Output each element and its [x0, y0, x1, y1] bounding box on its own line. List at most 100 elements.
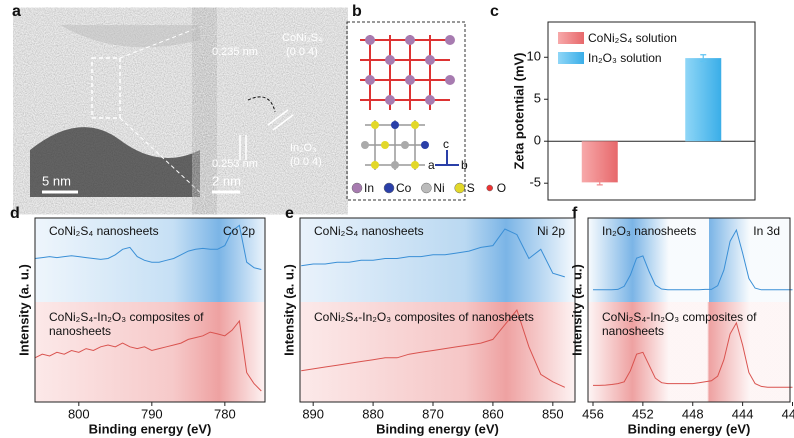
panel-label: c: [490, 3, 499, 20]
plot-frame: [299, 217, 576, 403]
legend-label: In: [364, 181, 374, 195]
legend-label: In₂O₃ solution: [588, 51, 662, 65]
series-label: CoNi₂S₄-In₂O₃ composites of nanosheets: [602, 310, 757, 338]
x-tick-label: 800: [68, 406, 90, 421]
legend-label: CoNi₂S₄ solution: [588, 31, 677, 45]
spectrum-line: [593, 321, 793, 388]
legend-swatch: [558, 32, 584, 44]
axis-label: b: [461, 158, 468, 172]
legend-swatch: [421, 182, 432, 194]
atom: [445, 35, 455, 45]
atom: [385, 55, 395, 65]
x-tick-label: 444: [732, 406, 754, 421]
panel-label: d: [10, 205, 20, 222]
legend-label: Co: [396, 181, 412, 195]
plot-frame: [34, 217, 266, 403]
x-tick-label: 456: [582, 406, 604, 421]
atom: [391, 121, 399, 129]
atom: [391, 161, 399, 169]
structure-box: [346, 21, 466, 201]
atom: [365, 35, 375, 45]
atom: [425, 95, 435, 105]
x-tick-label: 790: [141, 406, 163, 421]
atom: [425, 55, 435, 65]
structure-bottom: [361, 120, 429, 170]
y-tick-label: 0: [534, 133, 541, 148]
lattice-marks: [239, 109, 294, 160]
structure-top: [360, 35, 455, 110]
atom: [445, 75, 455, 85]
y-axis-label: Intensity (a. u.): [281, 264, 296, 356]
series-label: CoNi₂S₄-In₂O₃ composites of nanosheets: [49, 310, 204, 338]
y-tick-label: 5: [534, 91, 541, 106]
background-band: [35, 302, 265, 402]
legend-swatch: [558, 52, 584, 64]
error-bar: [596, 179, 603, 186]
x-axis-label: Binding energy (eV): [89, 421, 212, 436]
zoom-line: [119, 24, 206, 59]
atom: [405, 35, 415, 45]
tem-light-region: [60, 25, 200, 48]
legend-label: Ni: [433, 181, 444, 195]
annotation: (0 0 4): [290, 156, 322, 168]
series-label: In₂O₃ nanosheets: [602, 224, 697, 238]
series-label: CoNi₂S₄ nanosheets: [49, 224, 159, 238]
x-tick-label: 780: [214, 406, 236, 421]
axis-label: c: [443, 137, 449, 151]
bar: [685, 58, 722, 142]
tem-dark-region: [30, 127, 200, 197]
series-label: CoNi₂S₄ nanosheets: [314, 224, 424, 238]
panel-label: e: [285, 205, 294, 222]
series-label: CoNi₂S₄-In₂O₃ composites of nanosheets: [314, 310, 534, 324]
plot-frame: [587, 217, 791, 403]
atom: [411, 161, 419, 169]
spectrum-line: [301, 308, 566, 388]
atom: [365, 75, 375, 85]
background-band: [300, 302, 575, 402]
y-tick-label: -5: [529, 175, 541, 190]
scale-label: 5 nm: [42, 173, 71, 188]
interface: [247, 96, 276, 113]
annotation: 0.253 nm: [212, 158, 258, 170]
spectrum-line: [34, 224, 262, 270]
atom: [361, 141, 369, 149]
panel-label: a: [12, 3, 21, 20]
spectrum-line: [593, 228, 793, 291]
axis-arrows: [435, 150, 459, 166]
y-axis-label: Intensity (a. u.): [16, 264, 31, 356]
legend-label: O: [497, 181, 506, 195]
y-axis-label: Zeta potential (mV): [511, 52, 526, 169]
x-tick-label: 890: [302, 406, 324, 421]
x-tick-label: 870: [422, 406, 444, 421]
atom: [371, 121, 379, 129]
background-band: [35, 218, 265, 302]
atom: [385, 95, 395, 105]
legend-swatch: [454, 182, 465, 194]
background-band: [300, 218, 575, 302]
bar: [581, 141, 618, 183]
annotation: (0 0 4): [286, 46, 318, 58]
x-tick-label: 850: [542, 406, 564, 421]
annotation: 0.235 nm: [212, 46, 258, 58]
error-bar: [700, 54, 707, 63]
legend-swatch: [351, 182, 363, 194]
x-axis-label: Binding energy (eV): [376, 421, 499, 436]
y-tick-label: 10: [527, 49, 541, 64]
spectrum-line: [301, 228, 565, 278]
bonds: [360, 35, 450, 110]
zoom-line: [119, 117, 206, 198]
legend-swatch: [383, 182, 395, 194]
scale-label: 2 nm: [212, 173, 241, 188]
y-axis-label: Intensity (a. u.): [569, 264, 584, 356]
x-tick-label: 440: [782, 406, 794, 421]
atom: [421, 141, 429, 149]
legend-label: S: [467, 181, 475, 195]
background-band: [588, 302, 790, 402]
annotation: Ni 2p: [537, 224, 565, 238]
zoom-box: [91, 57, 121, 119]
atom: [371, 161, 379, 169]
annotation: In 3d: [753, 224, 780, 238]
atom: [405, 75, 415, 85]
